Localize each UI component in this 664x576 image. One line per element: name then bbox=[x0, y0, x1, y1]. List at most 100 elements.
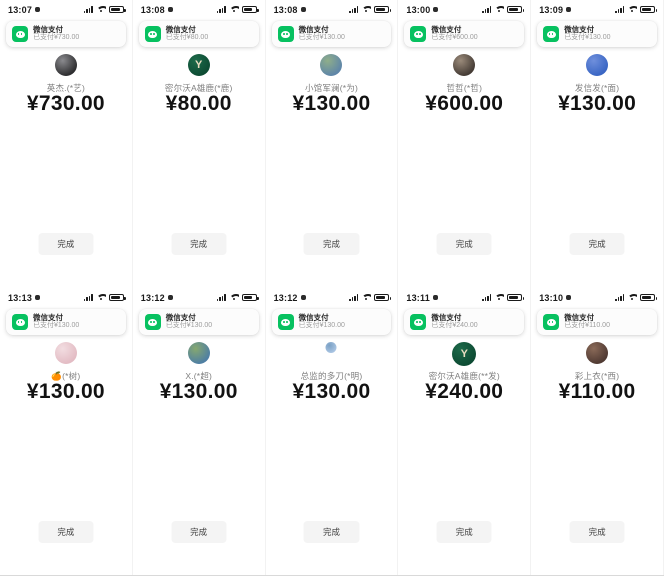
avatar bbox=[54, 54, 77, 76]
payment-success-panel: 13:10 微信支付 已支付¥110.00 彩上衣(*西) ¥110.00 完成 bbox=[531, 288, 664, 575]
wifi-icon bbox=[229, 6, 239, 14]
battery-icon bbox=[108, 5, 126, 14]
wechat-pay-icon bbox=[543, 314, 560, 330]
payment-success-panel: 13:09 微信支付 已支付¥130.00 发信发(*面) ¥130.00 完成 bbox=[531, 0, 664, 288]
banner-text: 微信支付 已支付¥600.00 bbox=[431, 25, 477, 43]
status-left: 13:11 bbox=[406, 293, 438, 303]
payment-success-panel: 13:12 微信支付 已支付¥130.00 X.(*超) ¥130.00 完成 bbox=[132, 288, 266, 575]
wechat-pay-notification-banner[interactable]: 微信支付 已支付¥130.00 bbox=[138, 309, 259, 335]
status-right bbox=[615, 293, 657, 302]
done-button[interactable]: 完成 bbox=[569, 521, 625, 543]
avatar bbox=[320, 54, 343, 76]
cellular-signal-icon bbox=[216, 294, 226, 301]
done-button[interactable]: 完成 bbox=[303, 233, 359, 255]
payment-amount: ¥130.00 bbox=[26, 380, 105, 403]
wifi-icon bbox=[96, 6, 106, 14]
battery-icon bbox=[241, 293, 259, 302]
avatar bbox=[54, 342, 77, 364]
wechat-pay-icon bbox=[277, 314, 294, 330]
avatar bbox=[586, 342, 609, 364]
banner-title: 微信支付 bbox=[564, 24, 595, 34]
banner-title: 微信支付 bbox=[431, 24, 462, 34]
battery-icon bbox=[374, 293, 392, 302]
status-time: 13:13 bbox=[8, 292, 33, 303]
banner-text: 微信支付 已支付¥240.00 bbox=[431, 313, 477, 331]
cellular-signal-icon bbox=[83, 294, 93, 301]
cellular-signal-icon bbox=[349, 6, 359, 13]
payment-success-panel: 13:00 微信支付 已支付¥600.00 哲哲(*哲) ¥600.00 完成 bbox=[398, 0, 532, 288]
payment-amount: ¥730.00 bbox=[26, 92, 105, 115]
status-right bbox=[216, 5, 259, 14]
notification-dot-icon bbox=[566, 295, 572, 300]
wifi-icon bbox=[627, 6, 637, 14]
done-button[interactable]: 完成 bbox=[303, 521, 359, 543]
payment-amount: ¥130.00 bbox=[558, 92, 637, 115]
wechat-pay-icon bbox=[543, 26, 560, 42]
cellular-signal-icon bbox=[615, 6, 624, 13]
payee-name: 密尔沃A雄鹿(**发) bbox=[428, 371, 500, 381]
notification-dot-icon bbox=[35, 295, 41, 300]
done-button[interactable]: 完成 bbox=[38, 521, 94, 543]
banner-text: 微信支付 已支付¥130.00 bbox=[166, 313, 212, 331]
status-bar: 13:07 bbox=[0, 0, 132, 15]
cellular-signal-icon bbox=[216, 6, 226, 13]
battery-icon bbox=[108, 293, 126, 302]
payment-amount: ¥130.00 bbox=[292, 92, 371, 115]
done-button[interactable]: 完成 bbox=[436, 233, 492, 255]
notification-dot-icon bbox=[167, 7, 173, 12]
banner-title: 微信支付 bbox=[564, 312, 595, 322]
status-time: 13:11 bbox=[406, 292, 430, 303]
wechat-pay-notification-banner[interactable]: 微信支付 已支付¥110.00 bbox=[537, 309, 657, 335]
done-button[interactable]: 完成 bbox=[38, 233, 94, 255]
battery-icon bbox=[241, 5, 259, 14]
status-bar: 13:08 bbox=[133, 0, 265, 15]
wechat-pay-notification-banner[interactable]: 微信支付 已支付¥600.00 bbox=[404, 21, 525, 47]
wechat-pay-notification-banner[interactable]: 微信支付 已支付¥130.00 bbox=[6, 309, 126, 335]
status-time: 13:08 bbox=[140, 4, 165, 15]
banner-subtitle: 已支付¥130.00 bbox=[298, 34, 345, 42]
cellular-signal-icon bbox=[482, 6, 492, 13]
banner-subtitle: 已支付¥80.00 bbox=[165, 34, 209, 42]
status-right bbox=[349, 5, 392, 14]
cellular-signal-icon bbox=[615, 294, 624, 301]
payment-amount: ¥80.00 bbox=[165, 92, 232, 115]
wifi-icon bbox=[361, 6, 371, 14]
wechat-pay-notification-banner[interactable]: 微信支付 已支付¥130.00 bbox=[271, 309, 392, 335]
avatar-glyph: Y bbox=[460, 347, 468, 360]
wechat-pay-icon bbox=[12, 26, 28, 42]
payee-name: 英杰.(*艺) bbox=[46, 83, 86, 93]
status-left: 13:09 bbox=[539, 4, 572, 15]
avatar bbox=[187, 342, 210, 364]
banner-subtitle: 已支付¥130.00 bbox=[564, 34, 611, 42]
avatar bbox=[453, 54, 476, 76]
battery-icon bbox=[507, 293, 525, 302]
wechat-pay-notification-banner[interactable]: 微信支付 已支付¥130.00 bbox=[271, 21, 392, 47]
done-button[interactable]: 完成 bbox=[171, 521, 227, 543]
status-time: 13:09 bbox=[539, 4, 564, 15]
notification-dot-icon bbox=[433, 7, 439, 12]
wechat-pay-notification-banner[interactable]: 微信支付 已支付¥730.00 bbox=[6, 21, 126, 47]
notification-dot-icon bbox=[167, 295, 173, 300]
wechat-pay-notification-banner[interactable]: 微信支付 已支付¥80.00 bbox=[138, 21, 259, 47]
done-button[interactable]: 完成 bbox=[171, 233, 227, 255]
banner-subtitle: 已支付¥110.00 bbox=[564, 322, 610, 330]
payment-success-panel: 13:13 微信支付 已支付¥130.00 🍊(*树) ¥130.00 完成 bbox=[0, 288, 133, 575]
done-button[interactable]: 完成 bbox=[436, 521, 492, 543]
banner-subtitle: 已支付¥730.00 bbox=[33, 34, 80, 42]
done-button[interactable]: 完成 bbox=[569, 233, 625, 255]
payment-success-panel: 13:07 微信支付 已支付¥730.00 英杰.(*艺) ¥730.00 完成 bbox=[0, 0, 133, 288]
notification-dot-icon bbox=[566, 7, 572, 12]
status-left: 13:08 bbox=[274, 5, 306, 15]
status-time: 13:10 bbox=[539, 292, 564, 303]
status-bar: 13:09 bbox=[531, 0, 663, 15]
payee-name: 小馆军澜(*为) bbox=[304, 83, 359, 93]
wechat-pay-notification-banner[interactable]: 微信支付 已支付¥240.00 bbox=[404, 309, 525, 335]
payee-name: 🍊(*树) bbox=[51, 371, 81, 381]
wechat-pay-notification-banner[interactable]: 微信支付 已支付¥130.00 bbox=[537, 21, 657, 47]
banner-text: 微信支付 已支付¥130.00 bbox=[299, 25, 345, 43]
payment-success-panel: 13:08 微信支付 已支付¥80.00 Y 密尔沃A雄鹿(*鹿) ¥80.00… bbox=[132, 0, 266, 288]
banner-title: 微信支付 bbox=[165, 312, 196, 322]
payment-amount: ¥130.00 bbox=[292, 380, 371, 403]
status-bar: 13:10 bbox=[531, 288, 663, 303]
